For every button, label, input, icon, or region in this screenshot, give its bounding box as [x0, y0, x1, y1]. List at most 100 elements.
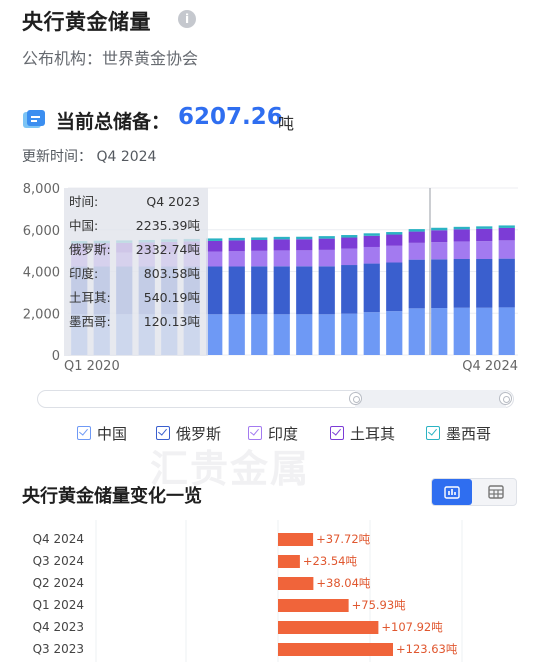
bar-segment	[363, 312, 380, 355]
bar-segment	[453, 229, 470, 242]
total-reserve-unit: 吨	[278, 114, 295, 133]
y-tick-label: 2,000	[23, 307, 60, 322]
bar-segment	[206, 240, 223, 252]
change-category-label: Q1 2024	[33, 598, 84, 612]
bar-segment	[453, 258, 470, 308]
bar-segment	[273, 266, 290, 315]
section-title: 央行黄金储量变化一览	[22, 486, 202, 507]
bar-segment	[453, 226, 470, 230]
tooltip-panel	[64, 188, 208, 356]
change-bar	[278, 577, 314, 590]
bar-segment	[386, 262, 403, 312]
bar-segment	[251, 250, 268, 267]
change-value-label: +75.93吨	[352, 598, 407, 612]
change-bar	[278, 555, 300, 568]
table-view-button[interactable]	[476, 479, 516, 505]
bar-segment	[296, 266, 313, 315]
legend-label: 墨西哥	[446, 424, 492, 443]
checkbox-icon[interactable]	[156, 426, 170, 440]
legend-label: 印度	[268, 424, 299, 443]
legend-label: 中国	[97, 424, 128, 443]
legend-label: 俄罗斯	[176, 424, 222, 443]
tooltip-value: 540.19吨	[144, 290, 201, 305]
bar-segment	[453, 307, 470, 355]
bar-segment	[273, 250, 290, 267]
table-icon	[488, 485, 504, 499]
bar-segment	[318, 266, 335, 315]
bar-segment	[251, 266, 268, 315]
change-value-label: +37.72吨	[316, 532, 371, 546]
bar-segment	[251, 314, 268, 355]
bar-view-button[interactable]	[432, 479, 472, 505]
tooltip-value: 2235.39吨	[136, 218, 201, 233]
bar-segment	[431, 242, 448, 260]
bar-segment	[498, 258, 515, 308]
bar-segment	[476, 226, 493, 229]
bar-segment	[498, 227, 515, 241]
change-value-label: +23.54吨	[303, 554, 358, 568]
bar-segment	[453, 241, 470, 259]
bar-segment	[408, 259, 425, 309]
bar-segment	[363, 246, 380, 264]
bar-segment	[431, 259, 448, 309]
bar-segment	[228, 314, 245, 355]
bar-segment	[408, 308, 425, 355]
reserves-stacked-bar-chart[interactable]: 0 2,000 4,000 6,000 8,000 Q1 2020 Q4 2024 时间: Q4…	[0, 176, 540, 386]
change-value-label: +107.92吨	[381, 620, 443, 634]
checkbox-icon[interactable]	[426, 426, 440, 440]
x-tick-label: Q1 2020	[64, 359, 120, 374]
change-bar	[278, 643, 393, 656]
legend-item[interactable]: 土耳其	[330, 423, 395, 443]
change-bar	[278, 621, 379, 634]
tooltip-key: 印度:	[69, 266, 98, 281]
checkbox-icon[interactable]	[77, 426, 91, 440]
change-bar	[278, 599, 349, 612]
bar-segment	[318, 236, 335, 239]
bar-segment	[341, 313, 358, 355]
bar-segment	[431, 308, 448, 355]
bar-segment	[206, 238, 223, 241]
bar-segment	[318, 249, 335, 267]
x-tick-label: Q4 2024	[462, 359, 518, 374]
bar-segment	[296, 239, 313, 251]
bar-segment	[363, 263, 380, 313]
legend-item[interactable]: 印度	[248, 423, 298, 443]
change-category-label: Q2 2024	[33, 576, 84, 590]
page-title: 央行黄金储量	[22, 10, 151, 34]
tooltip-value: Q4 2023	[146, 194, 200, 209]
legend-item[interactable]: 中国	[77, 423, 127, 443]
change-bar	[278, 533, 314, 546]
bar-segment	[431, 230, 448, 243]
bar-segment	[296, 314, 313, 355]
tooltip-key: 中国:	[69, 218, 98, 233]
bar-segment	[341, 265, 358, 314]
range-slider-end-handle[interactable]	[499, 392, 512, 405]
info-icon[interactable]: i	[178, 10, 196, 28]
bar-segment	[498, 225, 515, 228]
bar-segment	[341, 235, 358, 238]
total-reserve-label: 当前总储备：	[56, 111, 171, 133]
checkbox-icon[interactable]	[330, 426, 344, 440]
tooltip-value: 2332.74吨	[136, 242, 201, 257]
change-value-label: +123.63吨	[396, 642, 458, 656]
y-tick-label: 6,000	[23, 224, 60, 239]
bar-segment	[251, 237, 268, 240]
bar-segment	[228, 237, 245, 241]
range-slider-selection[interactable]	[355, 390, 506, 408]
legend-item[interactable]: 墨西哥	[426, 423, 491, 443]
total-reserve-value: 6207.26	[178, 104, 283, 130]
bar-segment	[228, 240, 245, 252]
change-category-label: Q4 2023	[33, 620, 84, 634]
bar-segment	[341, 248, 358, 266]
change-category-label: Q3 2024	[33, 554, 84, 568]
checkbox-icon[interactable]	[248, 426, 262, 440]
y-tick-label: 4,000	[23, 266, 60, 281]
range-slider-start-handle[interactable]	[349, 392, 362, 405]
bar-segment	[228, 251, 245, 267]
bar-segment	[206, 251, 223, 267]
tooltip-key: 土耳其:	[69, 290, 111, 305]
bar-segment	[296, 250, 313, 267]
bar-segment	[273, 314, 290, 355]
legend-item[interactable]: 俄罗斯	[156, 423, 221, 443]
